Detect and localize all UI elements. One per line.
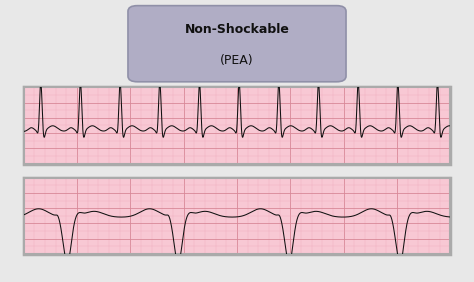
- Text: Non-Shockable: Non-Shockable: [184, 23, 290, 36]
- FancyBboxPatch shape: [128, 6, 346, 82]
- Bar: [24, 87, 450, 164]
- Text: (PEA): (PEA): [220, 54, 254, 67]
- Bar: [24, 178, 450, 254]
